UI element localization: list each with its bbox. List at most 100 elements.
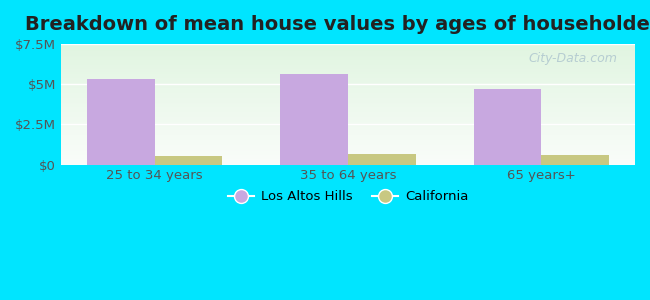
Bar bbox=[61, 93, 635, 94]
Bar bbox=[61, 73, 635, 74]
Bar bbox=[61, 118, 635, 119]
Bar bbox=[61, 94, 635, 96]
Bar bbox=[61, 149, 635, 150]
Bar bbox=[61, 79, 635, 80]
Bar bbox=[61, 68, 635, 69]
Bar bbox=[61, 85, 635, 86]
Bar bbox=[61, 162, 635, 164]
Bar bbox=[61, 127, 635, 128]
Bar bbox=[61, 78, 635, 79]
Bar bbox=[155, 156, 222, 165]
Bar bbox=[348, 154, 415, 165]
Bar bbox=[61, 92, 635, 93]
Bar bbox=[61, 86, 635, 87]
Text: City-Data.com: City-Data.com bbox=[529, 52, 617, 65]
Bar bbox=[61, 69, 635, 70]
Bar bbox=[61, 109, 635, 110]
Bar bbox=[61, 154, 635, 155]
Bar bbox=[61, 100, 635, 102]
Bar bbox=[61, 148, 635, 149]
Bar bbox=[61, 134, 635, 136]
Bar bbox=[61, 50, 635, 51]
Bar bbox=[61, 80, 635, 81]
Bar bbox=[61, 82, 635, 84]
Bar bbox=[61, 138, 635, 139]
Bar bbox=[61, 151, 635, 152]
Bar bbox=[61, 87, 635, 88]
Bar bbox=[61, 104, 635, 105]
Bar bbox=[61, 112, 635, 113]
Bar bbox=[61, 56, 635, 57]
Bar bbox=[61, 91, 635, 92]
Bar bbox=[61, 144, 635, 145]
Bar bbox=[61, 49, 635, 50]
Bar bbox=[61, 140, 635, 142]
Bar bbox=[61, 115, 635, 116]
Bar bbox=[61, 143, 635, 144]
Bar bbox=[61, 105, 635, 106]
Bar bbox=[61, 161, 635, 162]
Bar bbox=[61, 157, 635, 158]
Bar bbox=[61, 98, 635, 99]
Bar bbox=[61, 70, 635, 72]
Bar bbox=[61, 132, 635, 133]
Bar bbox=[61, 47, 635, 49]
Bar bbox=[61, 63, 635, 64]
Bar bbox=[61, 88, 635, 90]
Bar bbox=[61, 76, 635, 78]
Bar bbox=[61, 90, 635, 91]
Bar bbox=[61, 99, 635, 101]
Bar bbox=[61, 120, 635, 121]
Title: Breakdown of mean house values by ages of householders: Breakdown of mean house values by ages o… bbox=[25, 15, 650, 34]
Bar bbox=[61, 113, 635, 114]
Bar bbox=[61, 128, 635, 130]
Bar bbox=[61, 150, 635, 151]
Bar bbox=[61, 102, 635, 103]
Bar bbox=[61, 97, 635, 98]
Bar bbox=[61, 130, 635, 131]
Bar bbox=[61, 119, 635, 120]
Bar bbox=[61, 145, 635, 146]
Bar bbox=[61, 46, 635, 47]
Bar bbox=[61, 58, 635, 60]
Bar bbox=[61, 131, 635, 132]
Bar bbox=[61, 108, 635, 109]
Bar bbox=[61, 139, 635, 140]
Bar bbox=[61, 121, 635, 122]
Bar bbox=[61, 133, 635, 134]
Bar bbox=[61, 122, 635, 124]
Bar bbox=[61, 60, 635, 61]
Bar bbox=[61, 72, 635, 73]
Bar bbox=[61, 142, 635, 143]
Bar bbox=[61, 75, 635, 76]
Legend: Los Altos Hills, California: Los Altos Hills, California bbox=[222, 185, 474, 209]
Bar bbox=[61, 64, 635, 66]
Bar bbox=[61, 160, 635, 161]
Bar bbox=[61, 96, 635, 97]
Bar bbox=[61, 164, 635, 165]
Bar bbox=[61, 67, 635, 68]
Bar bbox=[61, 52, 635, 53]
Bar bbox=[61, 114, 635, 115]
Bar bbox=[61, 116, 635, 118]
Bar bbox=[87, 79, 155, 165]
Bar bbox=[61, 74, 635, 75]
Bar bbox=[61, 136, 635, 137]
Bar bbox=[474, 89, 541, 165]
Bar bbox=[61, 156, 635, 157]
Bar bbox=[61, 158, 635, 160]
Bar bbox=[61, 110, 635, 112]
Bar bbox=[61, 146, 635, 148]
Bar bbox=[61, 106, 635, 108]
Bar bbox=[61, 152, 635, 154]
Bar bbox=[61, 124, 635, 125]
Bar bbox=[61, 62, 635, 63]
Bar bbox=[61, 137, 635, 138]
Bar bbox=[61, 81, 635, 83]
Bar bbox=[541, 155, 609, 165]
Bar bbox=[61, 61, 635, 62]
Bar bbox=[61, 103, 635, 104]
Bar bbox=[61, 44, 635, 45]
Bar bbox=[61, 51, 635, 52]
Bar bbox=[61, 53, 635, 55]
